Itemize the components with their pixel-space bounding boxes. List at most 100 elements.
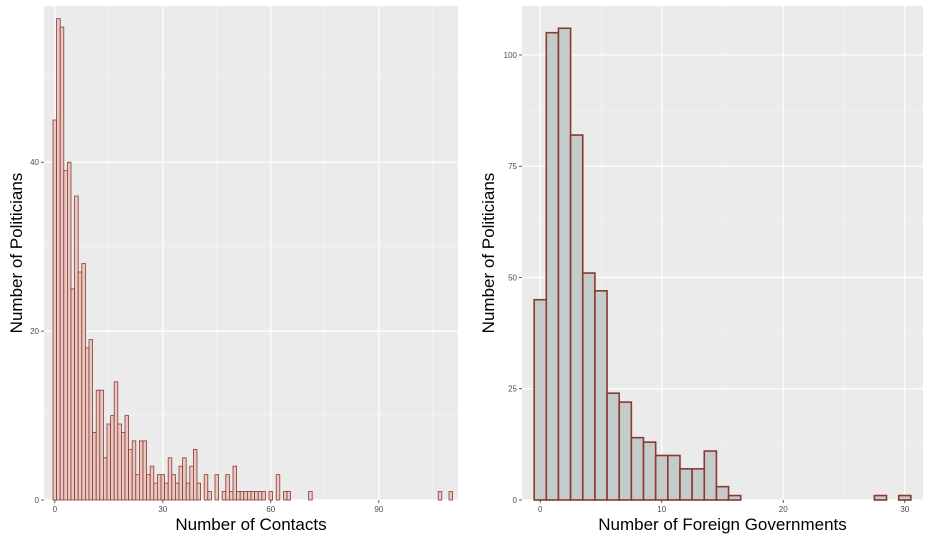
histogram-bar: [121, 432, 126, 501]
histogram-bar: [236, 491, 241, 501]
y-tick-label: 25: [508, 385, 517, 394]
y-tick-label: 50: [508, 273, 517, 282]
histogram-bar: [110, 415, 115, 501]
y-tick-label: 0: [513, 496, 518, 505]
histogram-bars: [52, 18, 453, 501]
x-tick-label: 30: [900, 505, 909, 514]
histogram-bar: [131, 440, 137, 501]
histogram-bar: [113, 381, 119, 501]
histogram-bar: [448, 491, 453, 501]
histogram-bar: [196, 482, 201, 501]
histogram-bar: [160, 474, 165, 501]
axis-ticks: 0 10 20 30 0 25 50 75 100: [504, 51, 910, 514]
histogram-bar: [103, 457, 108, 501]
histogram-bar: [308, 491, 313, 501]
histogram-bar: [135, 474, 140, 501]
histogram-bar: [261, 491, 266, 501]
histogram-bar: [243, 491, 248, 501]
y-tick-label: 75: [508, 162, 517, 171]
histogram-bar: [268, 491, 273, 501]
histogram-bar: [153, 482, 158, 501]
histogram-bar: [167, 457, 173, 501]
contacts-histogram: 0 30 60 90 0 20 40 Number of Contacts Number of …: [7, 6, 458, 534]
x-tick-label: 60: [266, 505, 275, 514]
histogram-bar: [185, 482, 191, 501]
histogram-bar: [594, 290, 608, 501]
y-tick-label: 100: [504, 51, 518, 60]
histogram-bar: [221, 491, 227, 501]
histogram-bar: [56, 18, 61, 501]
histogram-bar: [286, 491, 291, 501]
histogram-bar: [182, 457, 187, 501]
x-tick-label: 90: [374, 505, 383, 514]
histogram-bar: [59, 26, 65, 501]
histogram-bar: [95, 389, 101, 501]
histogram-bar: [282, 491, 288, 501]
histogram-bar: [727, 494, 742, 501]
histogram-bar: [207, 491, 212, 501]
histogram-bar: [630, 436, 645, 501]
histogram-bar: [171, 474, 176, 501]
x-tick-label: 20: [779, 505, 788, 514]
histogram-bar: [275, 474, 281, 501]
histogram-bar: [52, 119, 57, 501]
histogram-bar: [654, 454, 669, 501]
contacts-histogram-panel: 0 30 60 90 0 20 40 Number of Contacts Number of …: [0, 0, 464, 541]
histogram-bar: [214, 474, 219, 501]
histogram-bar: [225, 474, 230, 501]
governments-histogram: 0 10 20 30 0 25 50 75 100 Number of Foreign Gover…: [479, 6, 923, 534]
histogram-bar: [203, 474, 209, 501]
histogram-bar: [581, 272, 596, 501]
histogram-bar: [257, 491, 263, 501]
histogram-bar: [232, 465, 237, 501]
x-axis-title: Number of Contacts: [175, 515, 326, 534]
y-tick-label: 40: [30, 158, 39, 167]
histogram-bar: [642, 441, 657, 501]
histogram-bar: [117, 423, 122, 501]
histogram-bar: [691, 468, 706, 501]
histogram-bar: [63, 170, 68, 501]
histogram-bar: [545, 31, 560, 501]
histogram-bar: [239, 491, 245, 501]
histogram-bar: [106, 423, 111, 501]
histogram-bar: [533, 298, 548, 501]
histogram-bar: [228, 491, 234, 501]
histogram-bar: [99, 389, 104, 501]
axis-ticks: 0 30 60 90 0 20 40: [30, 158, 384, 514]
y-tick-label: 20: [30, 327, 39, 336]
x-tick-label: 10: [657, 505, 666, 514]
histogram-bar: [156, 474, 162, 501]
governments-histogram-panel: 0 10 20 30 0 25 50 75 100 Number of Foreign Gover…: [470, 0, 928, 541]
histogram-bar: [703, 450, 718, 501]
histogram-bar: [189, 465, 194, 501]
histogram-bar: [873, 494, 888, 501]
histogram-bar: [174, 482, 180, 501]
histogram-bar: [70, 288, 75, 501]
histogram-bar: [437, 491, 443, 501]
histogram-bar: [250, 491, 255, 501]
histogram-bar: [192, 448, 198, 501]
histogram-bar: [88, 339, 93, 501]
histogram-bar: [128, 448, 133, 501]
histogram-bar: [149, 465, 155, 501]
histogram-bar: [85, 347, 90, 501]
histogram-bar: [606, 392, 621, 501]
histogram-bar: [618, 401, 633, 501]
histogram-bar: [74, 195, 79, 501]
histogram-bar: [77, 271, 83, 501]
histogram-bar: [67, 161, 72, 501]
y-tick-label: 0: [35, 496, 40, 505]
histogram-bars: [533, 27, 912, 501]
histogram-bar: [138, 440, 144, 501]
histogram-bar: [92, 432, 97, 501]
x-tick-label: 0: [53, 505, 58, 514]
histogram-bar: [667, 454, 681, 501]
histogram-bar: [569, 134, 584, 501]
histogram-bar: [679, 468, 693, 501]
plot-background: [44, 6, 458, 500]
y-axis-title: Number of Politicians: [7, 173, 26, 334]
histogram-bar: [897, 494, 912, 501]
histogram-bar: [557, 27, 572, 501]
histogram-bar: [146, 474, 151, 501]
histogram-bar: [178, 465, 183, 501]
